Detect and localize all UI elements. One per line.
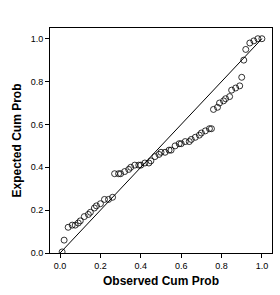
svg-text:1.0: 1.0 [256, 261, 269, 271]
svg-text:0.8: 0.8 [31, 77, 44, 87]
svg-text:Expected Cum Prob: Expected Cum Prob [10, 83, 24, 197]
svg-text:1.0: 1.0 [31, 34, 44, 44]
svg-text:0.4: 0.4 [31, 162, 44, 172]
svg-text:Observed Cum Prob: Observed Cum Prob [103, 274, 219, 288]
svg-text:0.8: 0.8 [215, 261, 228, 271]
svg-text:0.4: 0.4 [135, 261, 148, 271]
svg-text:0.0: 0.0 [54, 261, 67, 271]
svg-text:0.2: 0.2 [31, 205, 44, 215]
svg-text:0.0: 0.0 [31, 248, 44, 258]
svg-text:0.6: 0.6 [175, 261, 188, 271]
svg-text:0.2: 0.2 [94, 261, 107, 271]
svg-text:0.6: 0.6 [31, 120, 44, 130]
